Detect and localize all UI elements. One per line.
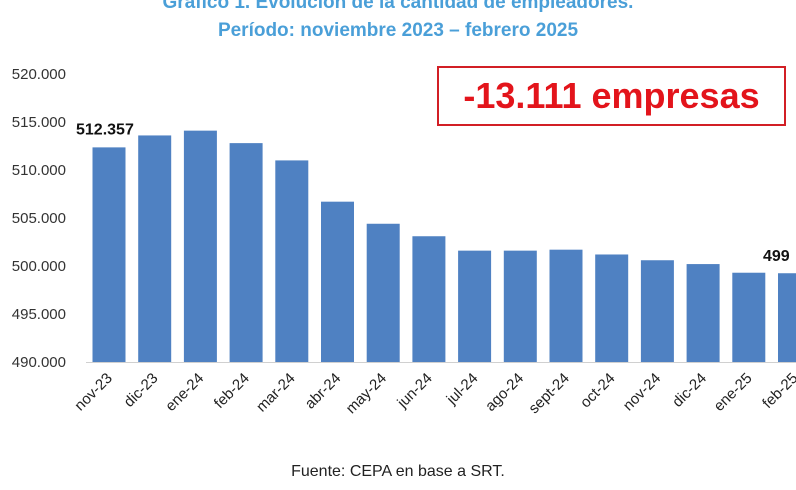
y-tick-label: 500.000 — [12, 258, 66, 275]
source-note: Fuente: CEPA en base a SRT. — [291, 463, 505, 480]
bar — [549, 249, 583, 362]
data-label: 499 — [763, 248, 790, 265]
x-tick-label: ago-24 — [482, 370, 527, 415]
x-tick-label: may-24 — [343, 370, 390, 417]
bar — [732, 272, 766, 362]
y-tick-label: 520.000 — [12, 66, 66, 83]
x-tick-label: nov-23 — [71, 370, 115, 414]
y-tick-label: 495.000 — [12, 306, 66, 323]
bar-chart: 490.000 495.000 500.000 505.000 510.000 515.0… — [12, 66, 796, 417]
bar — [321, 201, 354, 362]
bar — [275, 160, 309, 362]
x-tick-label: sept-24 — [525, 370, 572, 417]
bar — [92, 147, 126, 362]
bar — [686, 264, 720, 362]
bar — [366, 223, 400, 362]
callout-box: -13.111 empresas — [437, 66, 786, 126]
y-tick-label: 515.000 — [12, 114, 66, 131]
chart-subtitle: Período: noviembre 2023 – febrero 2025 — [217, 20, 579, 41]
x-tick-label: jul-24 — [443, 370, 482, 409]
x-tick-label: oct-24 — [577, 370, 619, 412]
y-tick-label: 490.000 — [12, 354, 66, 371]
bar — [412, 236, 446, 362]
x-tick-label: ene-25 — [711, 370, 756, 415]
x-tick-label: nov-24 — [620, 370, 664, 414]
bar — [138, 135, 172, 362]
bar — [778, 273, 796, 362]
x-tick-label: dic-23 — [121, 370, 162, 411]
y-tick-label: 510.000 — [12, 162, 66, 179]
bar — [503, 250, 537, 362]
bar — [229, 143, 263, 362]
data-label: 512.357 — [76, 121, 134, 138]
x-tick-label: abr-24 — [302, 370, 345, 413]
x-tick-label: feb-24 — [211, 370, 253, 412]
x-tick-label: mar-24 — [253, 370, 299, 416]
callout-text: -13.111 empresas — [463, 75, 760, 116]
x-tick-label: dic-24 — [669, 370, 710, 411]
bar — [458, 250, 492, 362]
chart-title: Gráfico 1. Evolución de la cantidad de e… — [162, 0, 634, 13]
x-tick-label: feb-25 — [759, 370, 796, 412]
bar — [595, 254, 629, 362]
bar — [640, 260, 674, 362]
y-tick-label: 505.000 — [12, 210, 66, 227]
x-tick-label: ene-24 — [162, 370, 207, 415]
x-tick-label: jun-24 — [394, 370, 436, 412]
bar — [183, 130, 217, 362]
